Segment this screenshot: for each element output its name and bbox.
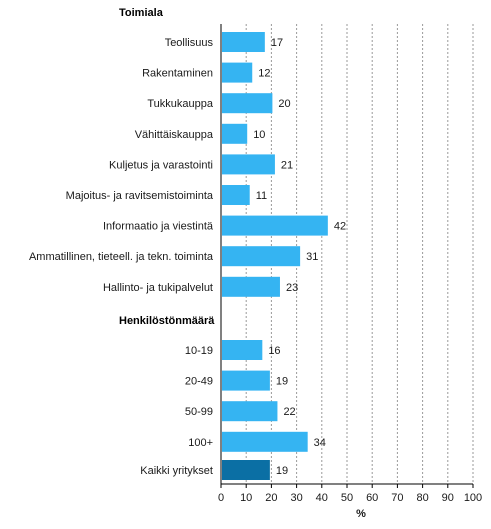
bars	[222, 32, 328, 480]
x-tick-label: 50	[341, 492, 353, 504]
category-label: 10-19	[185, 345, 213, 357]
category-label: Kuljetus ja varastointi	[109, 159, 213, 171]
bar	[222, 276, 280, 297]
category-label: Tukkukauppa	[147, 98, 214, 110]
data-label: 21	[281, 159, 293, 171]
x-tick-label: 90	[442, 492, 454, 504]
category-label: Ammatillinen, tieteell. ja tekn. toimint…	[29, 251, 214, 263]
bar	[222, 32, 265, 52]
bar	[222, 460, 270, 480]
bar	[222, 246, 301, 267]
bar	[222, 431, 308, 452]
bar	[222, 93, 273, 114]
x-axis: 0 10 20 30 40 50 60 70 80 90 100	[218, 24, 482, 504]
category-label: 100+	[188, 437, 213, 449]
data-label: 11	[256, 190, 267, 202]
x-tick-label: 40	[316, 492, 328, 504]
data-label: 17	[271, 37, 283, 49]
bar	[222, 401, 278, 422]
x-tick-label: 30	[290, 492, 302, 504]
category-label: Vähittäiskauppa	[135, 129, 214, 141]
x-tick-label: 60	[366, 492, 378, 504]
bar	[222, 185, 250, 205]
x-tick-label: 70	[391, 492, 403, 504]
category-label: Rakentaminen	[142, 68, 213, 80]
bar	[222, 340, 263, 360]
data-label: 12	[258, 68, 270, 80]
x-axis-title: %	[356, 508, 366, 520]
data-label: 42	[334, 221, 346, 233]
bar	[222, 62, 253, 83]
x-tick-label: 80	[416, 492, 428, 504]
data-label: 23	[286, 282, 298, 294]
data-label: 16	[268, 345, 280, 357]
x-tick-label: 100	[464, 492, 482, 504]
x-tick-label: 0	[218, 492, 224, 504]
category-label: Teollisuus	[165, 37, 214, 49]
category-label: Majoitus- ja ravitsemistoiminta	[66, 190, 214, 202]
data-label: 10	[253, 129, 265, 141]
data-label: 20	[278, 98, 290, 110]
group-label: Toimiala	[119, 7, 164, 19]
labels: Toimiala Teollisuus 17 Rakentaminen 12 Tukkuk…	[29, 7, 346, 477]
category-label: Informaatio ja viestintä	[103, 221, 214, 233]
data-label: 19	[276, 465, 288, 477]
category-label: Kaikki yritykset	[140, 465, 213, 477]
category-label: Hallinto- ja tukipalvelut	[103, 282, 213, 294]
group-label: Henkilöstönmäärä	[119, 315, 215, 327]
x-tick-label: 10	[240, 492, 252, 504]
bar	[222, 123, 248, 144]
x-tick-label: 20	[265, 492, 277, 504]
data-label: 31	[306, 251, 318, 263]
bar	[222, 215, 328, 236]
category-label: 20-49	[185, 376, 213, 388]
bar	[222, 154, 275, 175]
data-label: 19	[276, 376, 288, 388]
bar	[222, 370, 270, 391]
category-label: 50-99	[185, 406, 213, 418]
data-label: 34	[314, 437, 326, 449]
data-label: 22	[283, 406, 295, 418]
